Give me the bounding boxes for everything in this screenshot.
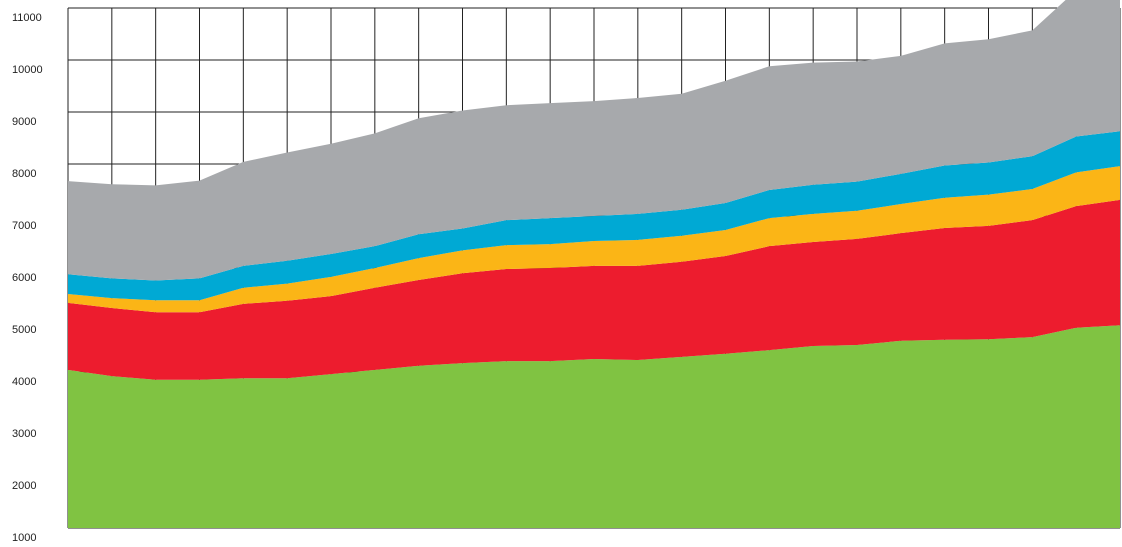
area <box>68 325 1120 528</box>
y-tick-label: 3000 <box>12 428 36 440</box>
y-tick-label: 2000 <box>12 480 36 492</box>
areas <box>68 0 1120 528</box>
y-tick-label: 6000 <box>12 272 36 284</box>
y-tick-label: 8000 <box>12 168 36 180</box>
area <box>68 0 1120 281</box>
y-tick-label: 9000 <box>12 116 36 128</box>
y-tick-label: 4000 <box>12 376 36 388</box>
y-tick-label: 11000 <box>12 12 42 24</box>
y-tick-label: 10000 <box>12 64 43 76</box>
y-tick-label: 7000 <box>12 220 36 232</box>
y-tick-label: 1000 <box>12 532 36 544</box>
area <box>68 131 1120 301</box>
y-tick-label: 5000 <box>12 324 36 336</box>
area <box>68 199 1120 380</box>
